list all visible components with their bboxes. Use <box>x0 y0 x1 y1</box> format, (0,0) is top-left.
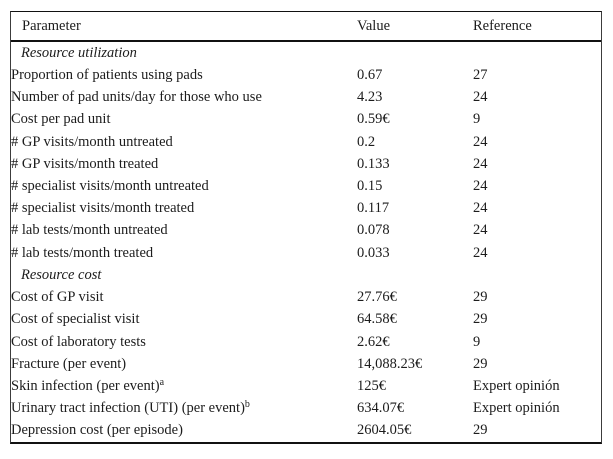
parameter-label: # GP visits/month treated <box>11 155 159 172</box>
value-cell: 0.59€ <box>357 111 390 128</box>
reference-cell: Expert opinión <box>473 377 560 394</box>
table-row: Urinary tract infection (UTI) (per event… <box>11 398 601 420</box>
value-cell: 125€ <box>357 377 386 394</box>
parameter-label: Depression cost (per episode) <box>11 422 183 439</box>
parameter-cell: Cost of GP visit <box>11 286 357 308</box>
reference-cell: 29 <box>473 422 488 439</box>
table-row: # lab tests/month treated 0.033 24 <box>11 242 601 264</box>
parameter-label: # lab tests/month treated <box>11 244 154 261</box>
reference-cell: 24 <box>473 222 488 239</box>
parameter-cell: Resource cost <box>11 264 357 286</box>
table-row: Cost of GP visit 27.76€ 29 <box>11 286 601 308</box>
value-cell: 2.62€ <box>357 333 390 350</box>
table-row: Cost per pad unit 0.59€ 9 <box>11 109 601 131</box>
reference-cell: 29 <box>473 311 488 328</box>
value-cell: 0.078 <box>357 222 390 239</box>
table-row: Fracture (per event) 14,088.23€ 29 <box>11 353 601 375</box>
parameter-cell: Cost of specialist visit <box>11 309 357 331</box>
value-cell: 634.07€ <box>357 400 405 417</box>
parameter-cell: Urinary tract infection (UTI) (per event… <box>11 398 357 420</box>
parameter-label: Cost of specialist visit <box>11 311 140 328</box>
parameter-cell: # lab tests/month untreated <box>11 220 357 242</box>
table-row: Proportion of patients using pads 0.67 27 <box>11 64 601 86</box>
reference-cell: 27 <box>473 66 488 83</box>
value-cell: 0.133 <box>357 155 390 172</box>
parameter-cell: Cost of laboratory tests <box>11 331 357 353</box>
parameter-cell: Proportion of patients using pads <box>11 64 357 86</box>
parameter-label: Urinary tract infection (UTI) (per event… <box>11 400 245 417</box>
reference-cell: 24 <box>473 244 488 261</box>
parameter-cell: Resource utilization <box>11 41 357 64</box>
section-row: Resource utilization <box>11 41 601 64</box>
footnote-marker: b <box>244 399 250 411</box>
reference-cell: 24 <box>473 155 488 172</box>
table-row: # GP visits/month untreated 0.2 24 <box>11 131 601 153</box>
value-cell: 27.76€ <box>357 289 397 306</box>
table-row: Cost of specialist visit 64.58€ 29 <box>11 309 601 331</box>
reference-cell: 9 <box>473 333 481 350</box>
table-row: Number of pad units/day for those who us… <box>11 86 601 108</box>
parameter-cell: # specialist visits/month treated <box>11 198 357 220</box>
parameter-label: # specialist visits/month treated <box>11 200 195 217</box>
value-cell <box>357 41 473 64</box>
reference-cell: 29 <box>473 289 488 306</box>
value-cell: 0.15 <box>357 177 383 194</box>
parameter-label: Cost of laboratory tests <box>11 333 146 350</box>
table-row: # GP visits/month treated 0.133 24 <box>11 153 601 175</box>
value-cell <box>357 264 473 286</box>
parameter-cell: # GP visits/month treated <box>11 153 357 175</box>
parameter-label: Proportion of patients using pads <box>11 66 203 83</box>
parameter-cell: # specialist visits/month untreated <box>11 175 357 197</box>
table-row: # specialist visits/month untreated 0.15 2… <box>11 175 601 197</box>
parameter-label: # lab tests/month untreated <box>11 222 168 239</box>
section-row: Resource cost <box>11 264 601 286</box>
reference-cell: 24 <box>473 89 488 106</box>
value-cell: 64.58€ <box>357 311 397 328</box>
table-row: # lab tests/month untreated 0.078 24 <box>11 220 601 242</box>
reference-cell: 24 <box>473 200 488 217</box>
reference-cell <box>473 264 601 286</box>
value-cell: 2604.05€ <box>357 422 412 439</box>
parameter-cell: Skin infection (per event)a <box>11 375 357 397</box>
header-row: Parameter Value Reference <box>11 12 601 42</box>
reference-cell: Expert opinión <box>473 400 560 417</box>
value-cell: 0.117 <box>357 200 390 217</box>
parameter-label: Resource utilization <box>21 44 137 61</box>
table-row: Depression cost (per episode) 2604.05€ 29 <box>11 420 601 442</box>
parameters-table: Parameter Value Reference Resource utili… <box>10 11 602 444</box>
parameter-cell: Fracture (per event) <box>11 353 357 375</box>
reference-cell: 24 <box>473 177 488 194</box>
parameter-label: Fracture (per event) <box>11 355 127 372</box>
parameter-label: Number of pad units/day for those who us… <box>11 89 262 106</box>
footnote-marker: a <box>159 376 165 388</box>
reference-cell: 24 <box>473 133 488 150</box>
value-cell: 0.2 <box>357 133 376 150</box>
parameter-label: Resource cost <box>21 266 102 283</box>
col-header-parameter: Parameter <box>11 12 357 42</box>
parameter-cell: Depression cost (per episode) <box>11 420 357 442</box>
value-cell: 0.033 <box>357 244 390 261</box>
reference-cell: 9 <box>473 111 481 128</box>
parameter-label: Skin infection (per event) <box>11 377 160 394</box>
table-row: Cost of laboratory tests 2.62€ 9 <box>11 331 601 353</box>
table-row: # specialist visits/month treated 0.117 24 <box>11 198 601 220</box>
col-header-value: Value <box>357 12 473 42</box>
reference-cell: 29 <box>473 355 488 372</box>
parameter-cell: Number of pad units/day for those who us… <box>11 86 357 108</box>
value-cell: 0.67 <box>357 66 383 83</box>
parameter-cell: Cost per pad unit <box>11 109 357 131</box>
parameter-label: # GP visits/month untreated <box>11 133 173 150</box>
parameter-label: Cost of GP visit <box>11 289 104 306</box>
parameter-label: Cost per pad unit <box>11 111 111 128</box>
value-cell: 14,088.23€ <box>357 355 423 372</box>
reference-cell <box>473 41 601 64</box>
parameter-cell: # GP visits/month untreated <box>11 131 357 153</box>
value-cell: 4.23 <box>357 89 383 106</box>
table-row: Skin infection (per event)a 125€ Expert op… <box>11 375 601 397</box>
parameters-table-grid: Parameter Value Reference Resource utili… <box>11 12 601 442</box>
parameter-cell: # lab tests/month treated <box>11 242 357 264</box>
col-header-reference: Reference <box>473 12 601 42</box>
parameter-label: # specialist visits/month untreated <box>11 177 209 194</box>
